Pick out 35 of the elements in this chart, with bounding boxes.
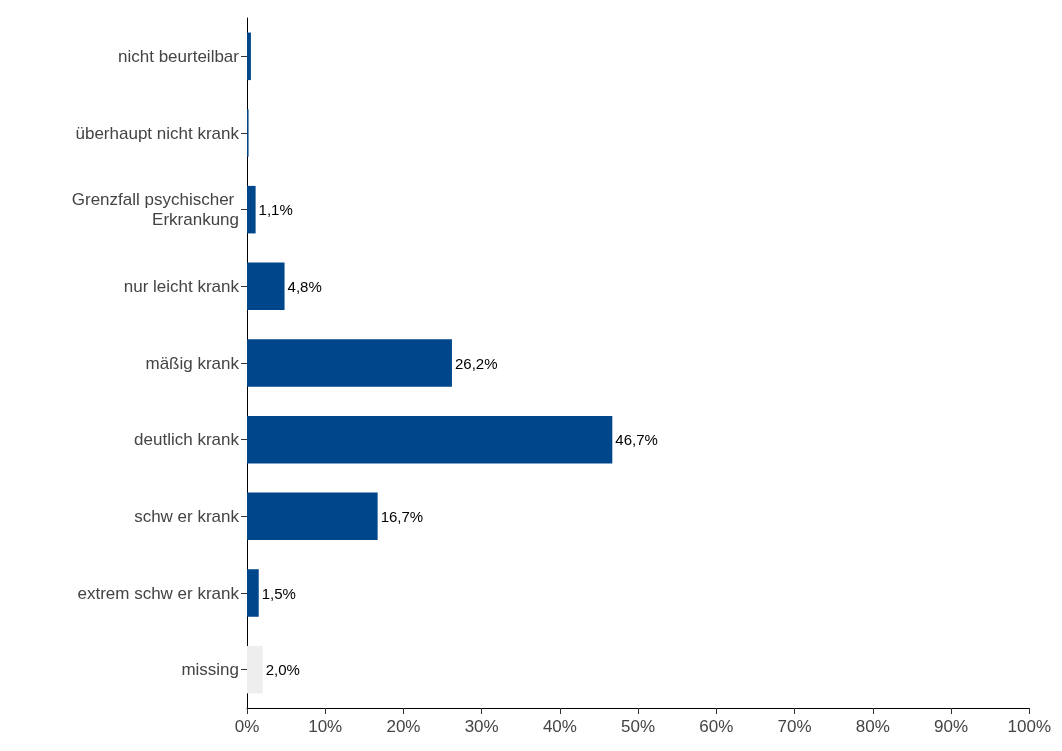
y-tick-label: mäßig krank	[145, 353, 240, 373]
x-tick-label: 60%	[699, 717, 734, 736]
bar	[247, 185, 256, 234]
x-tick-label: 40%	[542, 717, 577, 736]
data-label: 46,7%	[615, 431, 658, 449]
y-tick-label: Grenzfall psychischer Erkrankung	[71, 190, 239, 230]
bar	[247, 492, 378, 541]
x-tick-label: 80%	[855, 717, 890, 736]
data-label: 26,2%	[454, 354, 498, 372]
bar	[247, 569, 259, 617]
data-label: 1,5%	[261, 584, 296, 602]
x-tick-label: 50%	[621, 717, 656, 736]
y-tick-label: deutlich krank	[134, 430, 240, 450]
data-label: 4,8%	[287, 277, 322, 295]
x-tick-label: 20%	[386, 717, 421, 736]
y-tick-label: extrem schw er krank	[77, 583, 240, 603]
y-tick-label: nur leicht krank	[123, 276, 240, 296]
y-tick-label: schw er krank	[134, 506, 240, 526]
x-tick-label: 90%	[934, 717, 969, 736]
x-tick-label: 10%	[308, 717, 343, 736]
y-tick-label: überhaupt nicht krank	[75, 123, 240, 143]
bar	[247, 32, 251, 81]
bar	[247, 415, 613, 464]
bar	[247, 339, 452, 387]
data-label: 1,1%	[258, 201, 293, 219]
data-label: 16,7%	[380, 507, 424, 525]
y-tick-label: nicht beurteilbar	[118, 46, 240, 66]
x-tick-label: 70%	[777, 717, 812, 736]
data-label: 2,0%	[265, 661, 300, 679]
x-tick-label: 100%	[1007, 717, 1051, 736]
bar	[247, 262, 285, 311]
y-tick-label: missing	[181, 660, 239, 680]
bar	[247, 645, 263, 694]
x-tick-label: 30%	[464, 717, 499, 736]
x-tick-label: 0%	[234, 717, 260, 736]
